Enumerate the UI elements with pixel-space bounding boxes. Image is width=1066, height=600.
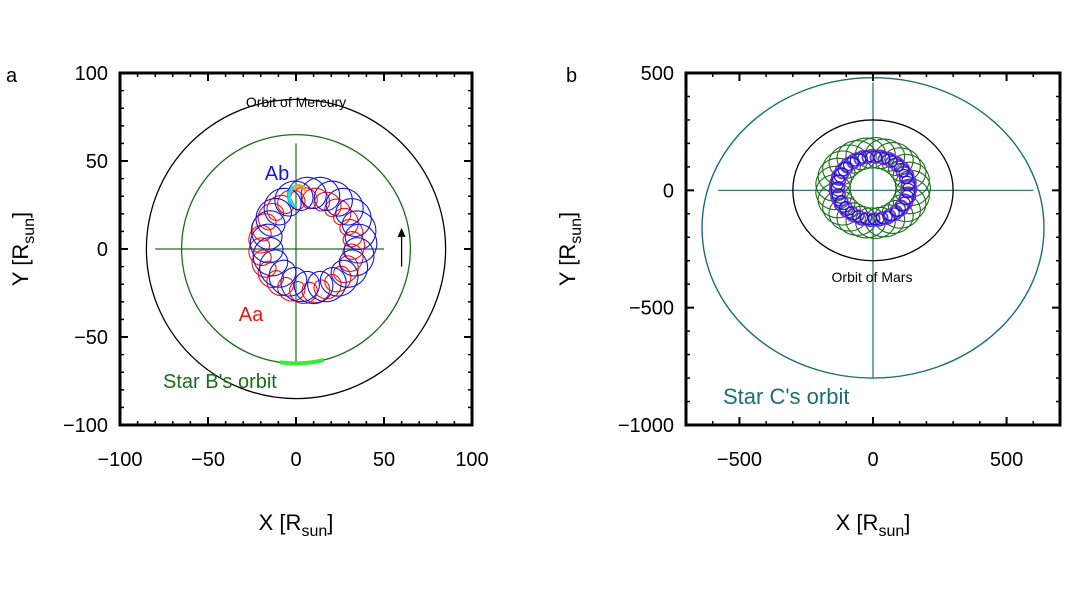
panel-a-y-tick-labels: −100 −50 0 50 100 (63, 63, 108, 437)
panel-a-ticks (119, 72, 473, 426)
panel-b-x-tick-label: −500 (717, 449, 762, 471)
panel-a-plot-area (145, 98, 447, 400)
panel-a-x-tick-label: 50 (373, 449, 395, 471)
panel-b-ticks (685, 72, 1061, 426)
mars-orbit-circle (792, 119, 954, 262)
mercury-orbit-label: Orbit of Mercury (246, 94, 346, 110)
ab-label: Ab (265, 163, 289, 185)
mercury-orbit-circle (145, 98, 447, 400)
panel-b-y-tick-label: 500 (641, 63, 674, 85)
panel-b-x-tick-label: 0 (867, 449, 878, 471)
panel-a-x-tick-label: 0 (290, 449, 301, 471)
panel-b-x-tick-labels: −500 0 500 (717, 449, 1023, 471)
ab-trajectory-b (830, 150, 916, 226)
panel-a-x-tick-label: 100 (455, 449, 488, 471)
mars-orbit-label: Orbit of Mars (832, 269, 913, 285)
star-b-trajectory (815, 137, 931, 239)
panel-a-letter: a (6, 65, 18, 87)
panel-a-x-axis-title: X [Rsun] (259, 510, 334, 540)
panel-b-y-axis-title: Y [Rsun] (555, 212, 585, 286)
panel-b-y-tick-label: −1000 (618, 415, 674, 437)
panel-a-y-axis-title: Y [Rsun] (8, 212, 38, 286)
aa-label: Aa (239, 304, 264, 326)
panel-b-x-axis-title: X [Rsun] (836, 510, 911, 540)
panel-b-y-tick-labels: −1000 −500 0 500 (618, 63, 674, 437)
aa-trajectory (248, 186, 366, 304)
star-c-orbit-label: Star C's orbit (723, 384, 849, 409)
panel-a-y-tick-label: 100 (75, 63, 108, 85)
panel-b-x-tick-label: 500 (990, 449, 1023, 471)
panel-a-y-tick-label: 0 (97, 239, 108, 261)
panel-b-clipped (701, 76, 1045, 379)
panel-a-x-tick-labels: −100 −50 0 50 100 (97, 449, 488, 471)
star-b-highlight-arc (279, 358, 325, 366)
panel-a-y-tick-label: −100 (63, 415, 108, 437)
panel-b-y-tick-label: 0 (663, 180, 674, 202)
panel-b-plot-area (701, 76, 1045, 379)
panel-a-x-tick-label: −100 (97, 449, 142, 471)
panel-b-letter: b (566, 65, 577, 87)
panel-b: −500 0 500 −1000 −500 0 500 X [Rsun] Y [Rsun]… (555, 63, 1062, 540)
aa-highlight-segment (292, 184, 307, 193)
star-b-orbit-label: Star B's orbit (163, 371, 277, 393)
panel-a-y-tick-label: −50 (74, 327, 108, 349)
direction-arrow-head (397, 227, 406, 237)
panel-a-y-tick-label: 50 (86, 151, 108, 173)
panel-a-x-tick-label: −50 (191, 449, 225, 471)
panel-b-y-tick-label: −500 (629, 298, 674, 320)
panel-a: −100 −50 0 50 100 −100 −50 0 50 100 X [Rsun] Y [… (8, 63, 489, 540)
ab-trajectory (249, 176, 378, 305)
